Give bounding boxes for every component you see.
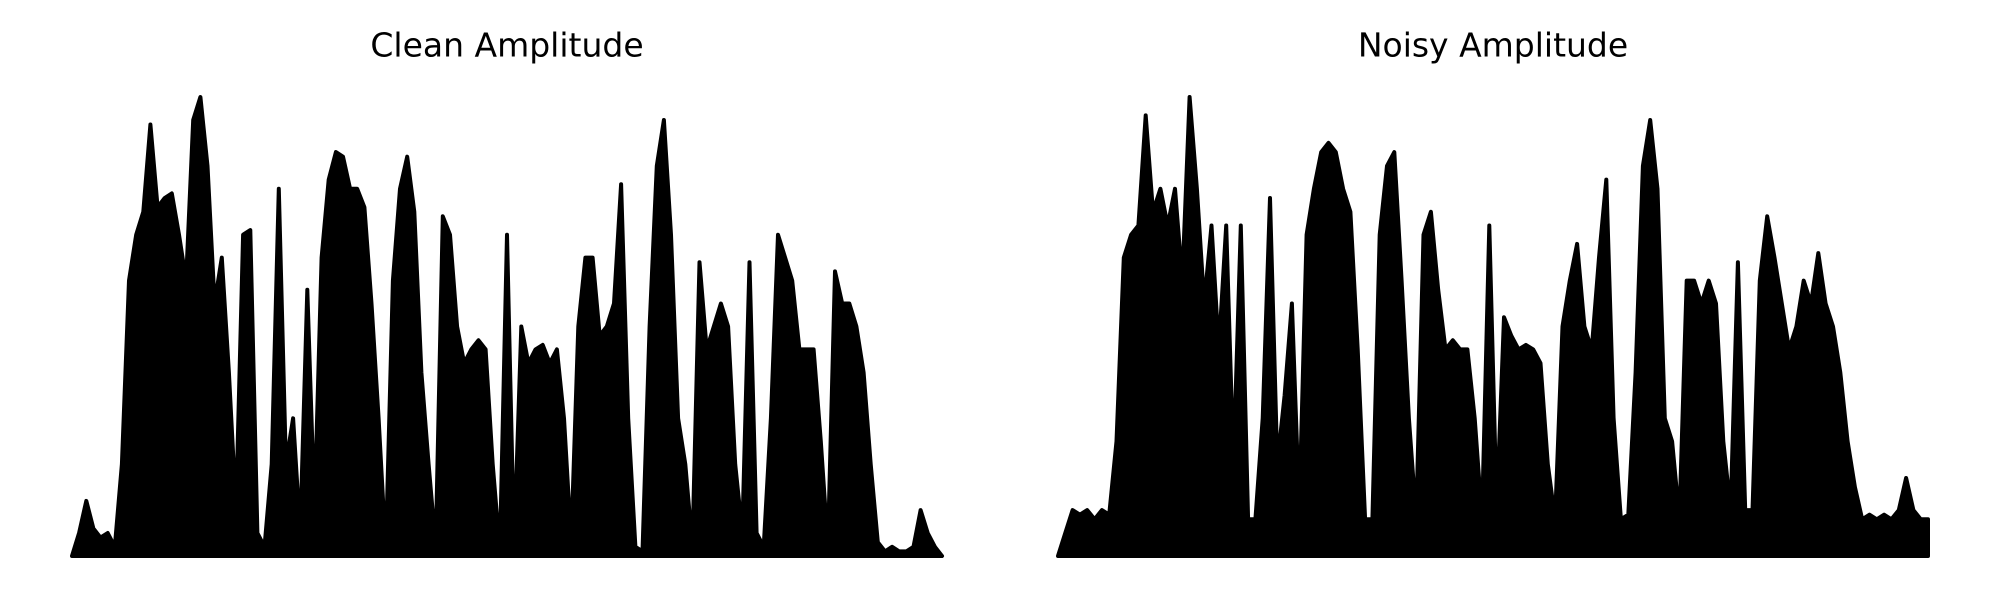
chart-title: Noisy Amplitude — [1358, 26, 1628, 65]
amplitude-envelope — [70, 95, 944, 558]
chart-title: Clean Amplitude — [370, 26, 643, 65]
amplitude-envelope — [1056, 95, 1930, 558]
